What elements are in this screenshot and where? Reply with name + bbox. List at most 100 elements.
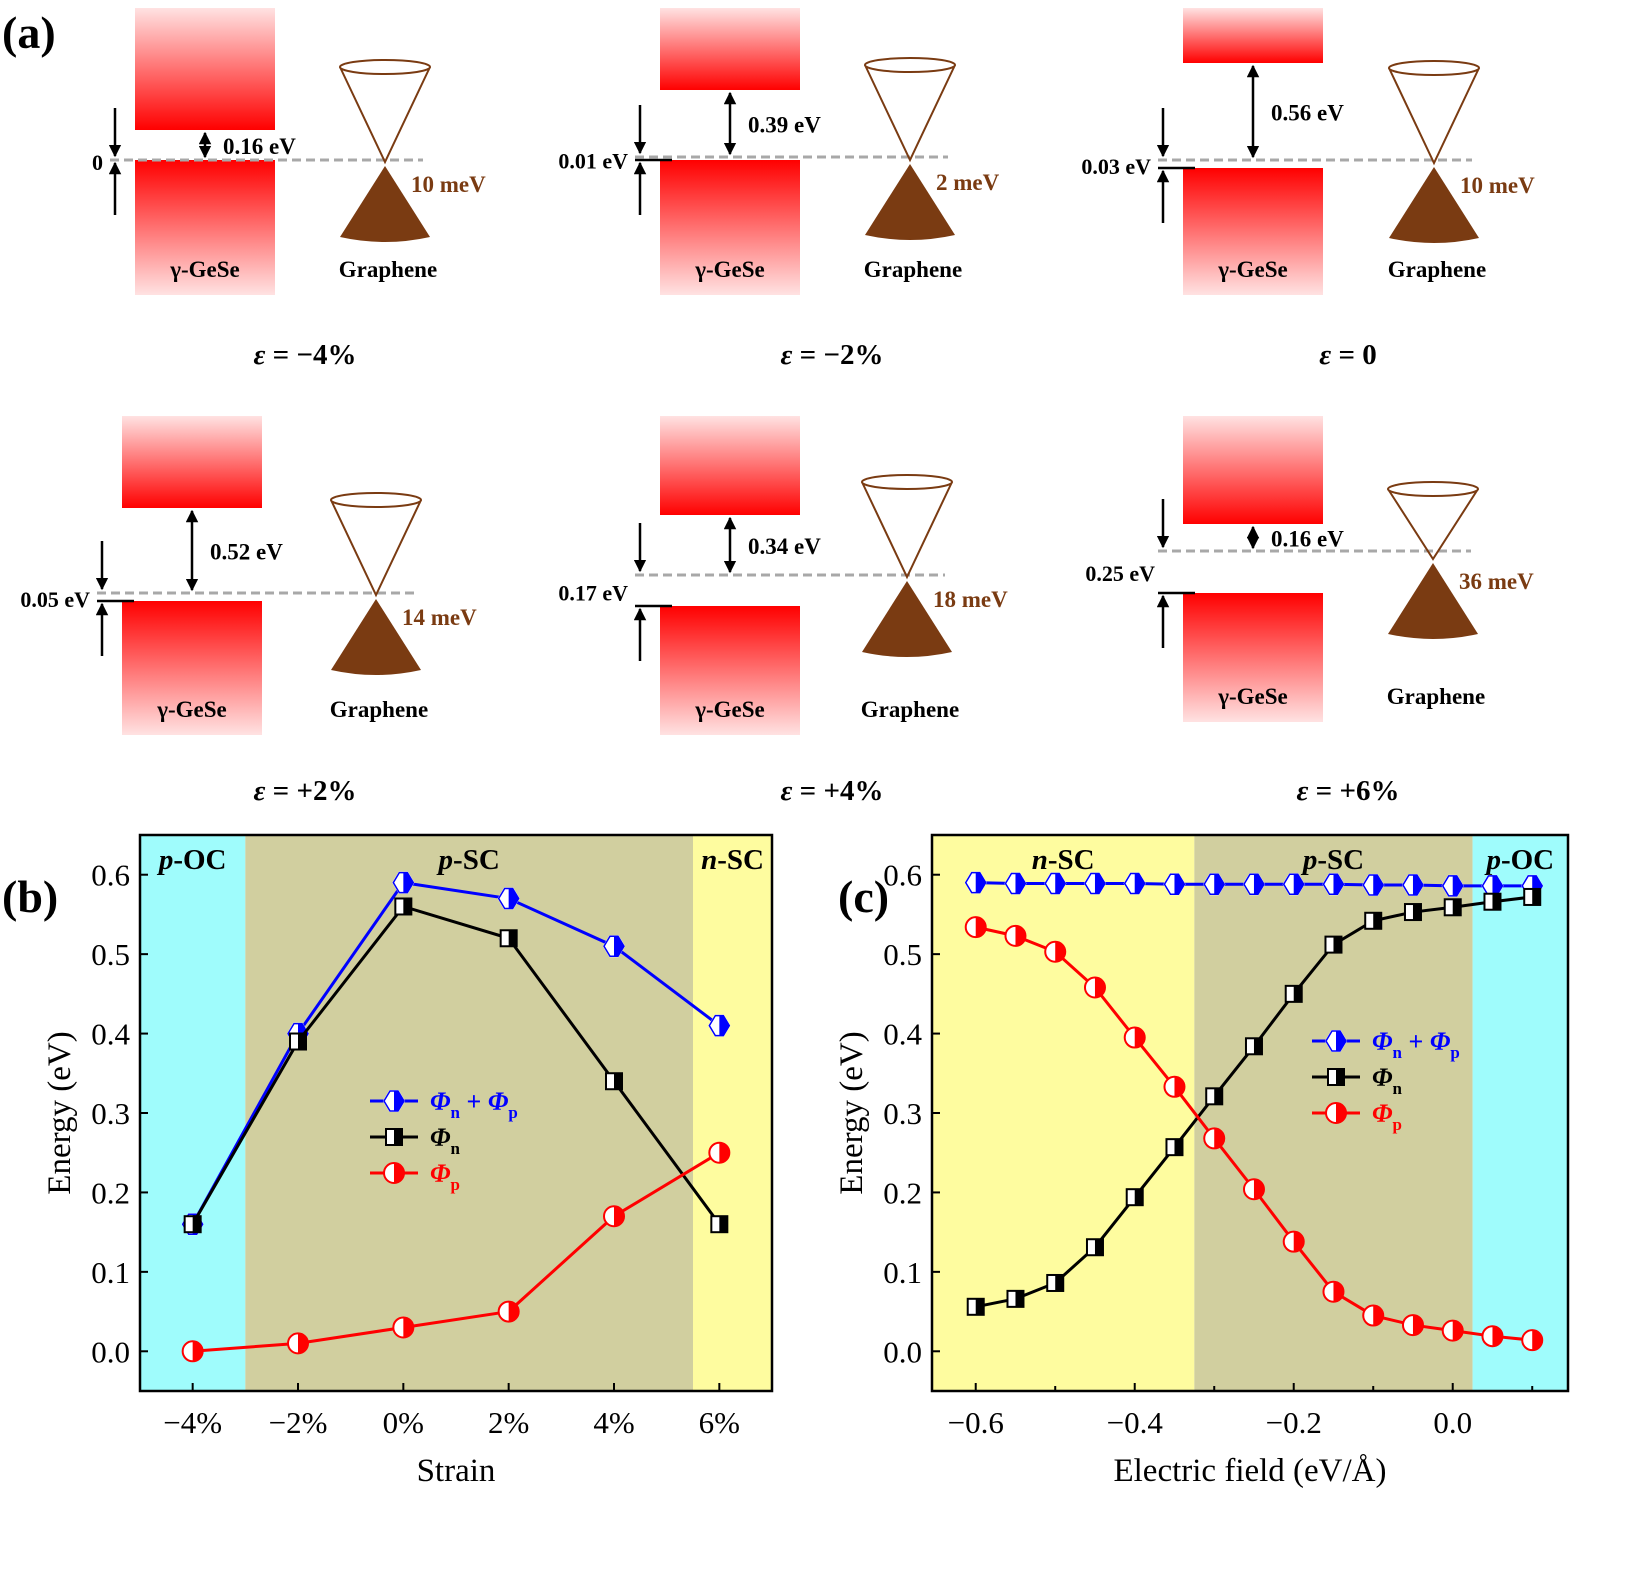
square-marker bbox=[394, 897, 413, 916]
hexagon-marker bbox=[1441, 874, 1464, 897]
circle-marker bbox=[1362, 1304, 1385, 1327]
legend-label: Φp bbox=[430, 1159, 460, 1194]
x-tick-label: 0.0 bbox=[1433, 1405, 1472, 1440]
marker-fill bbox=[1174, 874, 1185, 895]
phi-p-label: 0.03 eV bbox=[1081, 154, 1151, 179]
region-label-italic: p bbox=[1300, 844, 1318, 876]
circle-marker bbox=[1203, 1127, 1226, 1150]
x-tick-label: 4% bbox=[593, 1405, 634, 1440]
circle-marker bbox=[1325, 1102, 1347, 1124]
hexagon-marker bbox=[1322, 873, 1345, 896]
circle-marker bbox=[1004, 924, 1027, 947]
hexagon-marker bbox=[1044, 872, 1067, 895]
marker-fill bbox=[614, 1206, 624, 1227]
marker-edge bbox=[1084, 872, 1106, 895]
marker-fill bbox=[1214, 1128, 1225, 1149]
legend-subscript: p bbox=[451, 1175, 460, 1194]
square-marker bbox=[1165, 1138, 1184, 1157]
region-label-rest: -SC bbox=[453, 844, 500, 876]
phi-p-label: 0.17 eV bbox=[558, 581, 628, 606]
band-alignment-panel: 0 0.16 eV 10 meV γ-GeSe Graphene ε = −4% 0.01 … bbox=[20, 8, 1535, 807]
legend-label: Φn bbox=[1372, 1063, 1403, 1098]
band-diagram: 0.03 eV 0.56 eV 10 meV γ-GeSe Graphene ε = 0 bbox=[1081, 8, 1535, 371]
dirac-cone-rim-icon bbox=[330, 492, 422, 508]
marker-fill bbox=[1532, 1330, 1543, 1351]
dirac-upper-cone-icon bbox=[339, 66, 431, 165]
y-tick-label: 0.0 bbox=[91, 1334, 130, 1369]
y-tick-label: 0.3 bbox=[883, 1096, 922, 1131]
marker-edge bbox=[1362, 874, 1385, 896]
conduction-band bbox=[122, 416, 262, 508]
marker-edge bbox=[1325, 1030, 1347, 1052]
hexagon-marker bbox=[1123, 872, 1146, 895]
marker-fill bbox=[1532, 888, 1541, 905]
marker-edge bbox=[603, 935, 625, 957]
legend-symbol: Φ bbox=[1372, 1027, 1393, 1056]
y-tick-label: 0.5 bbox=[91, 937, 130, 972]
electric-field-chart: n-SC p-SC p-OC0.00.10.20.30.40.50.6−0.6 −0.… bbox=[834, 833, 1570, 1489]
dirac-cone-rim-icon bbox=[339, 59, 431, 75]
square-marker bbox=[183, 1215, 202, 1234]
strain-label: ε = +6% bbox=[1297, 775, 1400, 807]
phi-p-label: 0.01 eV bbox=[558, 149, 628, 174]
y-tick-label: 0.3 bbox=[91, 1096, 130, 1131]
legend-item: Φp bbox=[1312, 1099, 1402, 1134]
marker-edge bbox=[708, 1014, 731, 1037]
legend-subscript: n bbox=[1393, 1043, 1403, 1062]
hexagon-marker bbox=[392, 871, 415, 894]
strain-label: ε = +2% bbox=[254, 775, 357, 807]
marker-fill bbox=[394, 1163, 404, 1183]
marker-fill bbox=[508, 1301, 519, 1322]
marker-fill bbox=[1333, 1281, 1344, 1302]
marker-fill bbox=[1373, 912, 1382, 929]
legend-subscript: n bbox=[451, 1103, 461, 1122]
legend-item: Φn + Φp bbox=[1312, 1027, 1460, 1062]
marker-edge bbox=[1441, 875, 1464, 897]
dirac-upper-cone-icon bbox=[864, 64, 956, 163]
marker-fill bbox=[508, 930, 517, 947]
marker-fill bbox=[1336, 1103, 1346, 1123]
strain-chart: p-OC p-SC n-SC0.00.10.20.30.40.50.6−4% −2% 0… bbox=[42, 833, 774, 1489]
square-marker bbox=[1403, 903, 1422, 922]
y-tick-label: 0.6 bbox=[883, 858, 922, 893]
panel-label-a: (a) bbox=[2, 7, 56, 58]
marker-fill bbox=[508, 888, 519, 909]
graphene-label: Graphene bbox=[339, 257, 437, 282]
dirac-shift-label: 2 meV bbox=[936, 170, 1000, 195]
region-background bbox=[140, 835, 246, 1391]
strain-value: = −2% bbox=[792, 339, 883, 371]
marker-fill bbox=[719, 1015, 730, 1036]
conduction-band bbox=[1183, 416, 1323, 524]
epsilon-symbol: ε bbox=[1297, 775, 1309, 807]
conduction-band bbox=[660, 8, 800, 90]
material-label: γ-GeSe bbox=[694, 697, 765, 722]
legend-item: Φn + Φp bbox=[370, 1087, 518, 1122]
band-diagram: 0.17 eV 0.34 eV 18 meV γ-GeSe Graphene ε = +4… bbox=[558, 416, 1008, 807]
series-circle bbox=[964, 916, 1544, 1352]
strain-label: ε = +4% bbox=[781, 775, 884, 807]
marker-fill bbox=[1412, 904, 1421, 921]
legend-symbol: Φ bbox=[1430, 1027, 1451, 1056]
circle-marker bbox=[287, 1332, 309, 1355]
marker-edge bbox=[383, 1090, 405, 1112]
y-tick-label: 0.1 bbox=[883, 1255, 922, 1290]
marker-fill bbox=[719, 1142, 730, 1163]
legend-label: Φn + Φp bbox=[1372, 1027, 1460, 1062]
band-diagram: 0.25 eV 0.16 eV 36 meV γ-GeSe Graphene ε = +6… bbox=[1085, 416, 1534, 807]
region-label: n-SC bbox=[701, 844, 764, 876]
square-marker bbox=[605, 1072, 623, 1091]
band-diagram: 0.01 eV 0.39 eV 2 meV γ-GeSe Graphene ε = −2% bbox=[558, 8, 1000, 371]
strain-value: = +6% bbox=[1308, 775, 1399, 807]
marker-fill bbox=[1492, 893, 1501, 910]
material-label: γ-GeSe bbox=[169, 257, 240, 282]
marker-fill bbox=[1134, 1189, 1143, 1206]
marker-fill bbox=[1134, 873, 1145, 894]
panel-label-b: (b) bbox=[2, 871, 58, 922]
dirac-lower-cone-icon bbox=[862, 581, 952, 657]
dirac-cone-rim-icon bbox=[861, 474, 953, 490]
marker-fill bbox=[1214, 874, 1225, 895]
marker-fill bbox=[1253, 1038, 1262, 1055]
x-axis-title: Strain bbox=[417, 1453, 496, 1489]
panel-label-c: (c) bbox=[838, 871, 889, 922]
strain-label: ε = −4% bbox=[254, 339, 357, 371]
